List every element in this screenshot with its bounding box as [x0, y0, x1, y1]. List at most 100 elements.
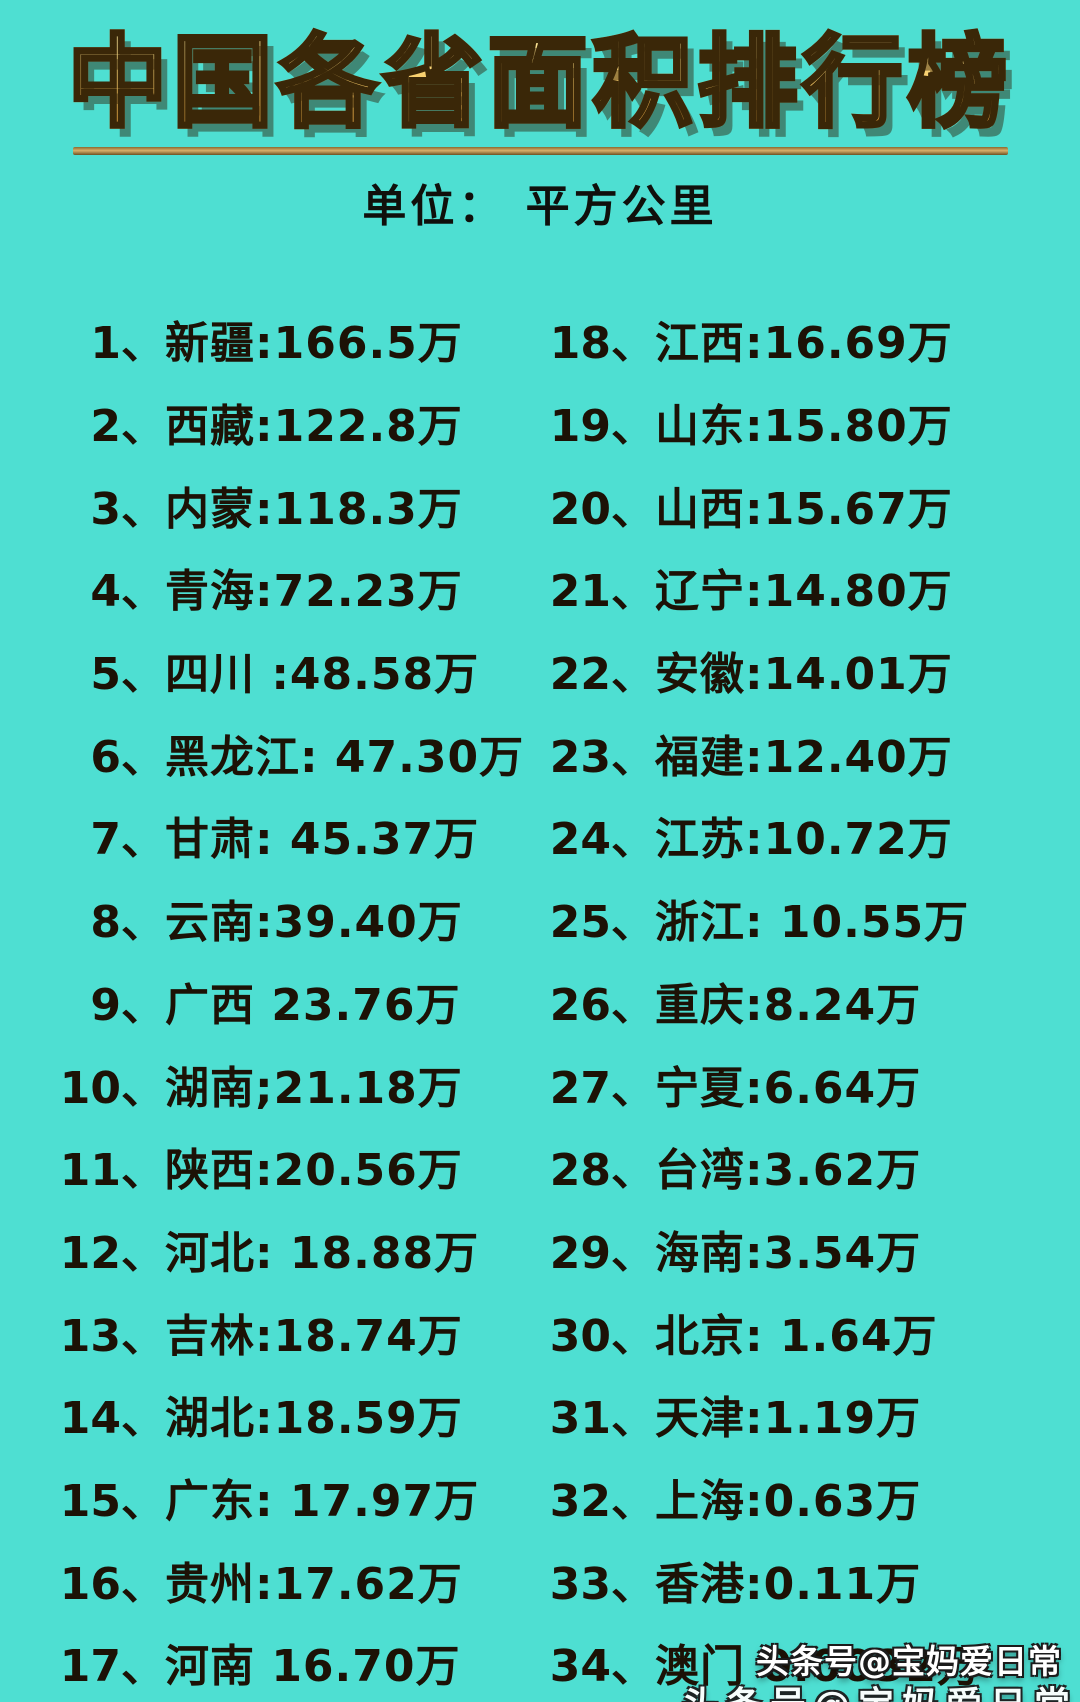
- rank-label: 23、: [549, 731, 655, 783]
- rank-label: 30、: [549, 1310, 655, 1362]
- province-area-text: 河南 16.70万: [165, 1641, 461, 1693]
- province-area-text: 陕西:20.56万: [165, 1145, 463, 1197]
- list-item: 12、 河北: 18.88万: [55, 1208, 540, 1291]
- rank-label: 4、: [90, 566, 165, 618]
- list-item: 3、 内蒙:118.3万: [55, 463, 540, 546]
- province-area-text: 浙江: 10.55万: [655, 897, 970, 949]
- list-item: 33、 香港:0.11万: [545, 1538, 1080, 1621]
- list-item: 29、 海南:3.54万: [545, 1208, 1080, 1291]
- province-area-text: 福建:12.40万: [655, 731, 953, 783]
- rank-label: 25、: [549, 897, 655, 949]
- province-area-text: 山西:15.67万: [655, 483, 953, 535]
- province-area-text: 云南:39.40万: [165, 897, 463, 949]
- ranking-column-left: 1、 新疆:166.5万 2、 西藏:122.8万 3、 内蒙:118.3万 4、 青海:72…: [0, 298, 540, 1702]
- page-title: 中国各省面积排行榜: [66, 22, 1013, 144]
- list-item: 4、 青海:72.23万: [55, 546, 540, 629]
- title-underline: [72, 147, 1008, 155]
- province-area-text: 澳门 0.0032万: [655, 1641, 983, 1693]
- province-area-text: 吉林:18.74万: [165, 1310, 463, 1362]
- list-item: 11、 陕西:20.56万: [55, 1125, 540, 1208]
- province-area-text: 湖南;21.18万: [165, 1062, 463, 1114]
- rank-label: 21、: [549, 566, 655, 618]
- rank-label: 17、: [59, 1641, 165, 1693]
- province-area-text: 北京: 1.64万: [655, 1310, 938, 1362]
- province-area-text: 甘肃: 45.37万: [165, 814, 480, 866]
- rank-label: 10、: [59, 1062, 165, 1114]
- ranking-column-right: 18、 江西:16.69万 19、 山东:15.80万 20、 山西:15.67万 21、辽…: [540, 298, 1080, 1702]
- list-item: 14、 湖北:18.59万: [55, 1373, 540, 1456]
- list-item: 25、 浙江: 10.55万: [545, 877, 1080, 960]
- ranking-list: 1、 新疆:166.5万 2、 西藏:122.8万 3、 内蒙:118.3万 4、 青海:72…: [0, 298, 1080, 1702]
- province-area-text: 内蒙:118.3万: [165, 483, 463, 535]
- province-area-text: 湖北:18.59万: [165, 1393, 463, 1445]
- list-item: 22、 安徽:14.01万: [545, 629, 1080, 712]
- list-item: 20、 山西:15.67万: [545, 463, 1080, 546]
- list-item: 27、 宁夏:6.64万: [545, 1042, 1080, 1125]
- province-area-text: 重庆:8.24万: [655, 979, 922, 1031]
- province-area-text: 山东:15.80万: [655, 401, 953, 453]
- rank-label: 22、: [549, 649, 655, 701]
- list-item: 26、 重庆:8.24万: [545, 960, 1080, 1043]
- province-area-text: 安徽:14.01万: [655, 649, 953, 701]
- rank-label: 31、: [549, 1393, 655, 1445]
- province-area-text: 广东: 17.97万: [165, 1475, 480, 1527]
- province-area-text: 天津:1.19万: [655, 1393, 922, 1445]
- province-area-text: 香港:0.11万: [655, 1558, 922, 1610]
- unit-note: 单位： 平方公里: [362, 181, 718, 232]
- province-area-text: 四川 :48.58万: [165, 649, 480, 701]
- province-area-text: 青海:72.23万: [165, 566, 463, 618]
- list-item: 21、 辽宁:14.80万: [545, 546, 1080, 629]
- province-area-text: 辽宁:14.80万: [655, 566, 953, 618]
- list-item: 16、 贵州:17.62万: [55, 1538, 540, 1621]
- province-area-text: 宁夏:6.64万: [655, 1062, 922, 1114]
- rank-label: 27、: [549, 1062, 655, 1114]
- rank-label: 15、: [59, 1475, 165, 1527]
- list-item: 6、 黑龙江: 47.30万: [55, 711, 540, 794]
- rank-label: 9、: [90, 979, 165, 1031]
- rank-label: 16、: [59, 1558, 165, 1610]
- list-item: 19、 山东:15.80万: [545, 381, 1080, 464]
- rank-label: 7、: [90, 814, 165, 866]
- list-item: 2、 西藏:122.8万: [55, 381, 540, 464]
- rank-label: 26、: [549, 979, 655, 1031]
- rank-label: 8、: [90, 897, 165, 949]
- province-area-text: 新疆:166.5万: [165, 318, 463, 370]
- rank-label: 18、: [549, 318, 655, 370]
- rank-label: 13、: [59, 1310, 165, 1362]
- list-item: 31、 天津:1.19万: [545, 1373, 1080, 1456]
- list-item: 5、 四川 :48.58万: [55, 629, 540, 712]
- list-item: 9、 广西 23.76万: [55, 960, 540, 1043]
- list-item: 23、 福建:12.40万: [545, 711, 1080, 794]
- list-item: 13、 吉林:18.74万: [55, 1290, 540, 1373]
- list-item: 15、 广东: 17.97万: [55, 1456, 540, 1539]
- rank-label: 19、: [549, 401, 655, 453]
- list-item: 24、 江苏:10.72万: [545, 794, 1080, 877]
- rank-label: 34、: [549, 1641, 655, 1693]
- province-area-text: 广西 23.76万: [165, 979, 461, 1031]
- watermark: 头条号@宝妈爱日常: [756, 1642, 1062, 1681]
- rank-label: 12、: [59, 1227, 165, 1279]
- rank-label: 3、: [90, 483, 165, 535]
- list-item: 28、 台湾:3.62万: [545, 1125, 1080, 1208]
- rank-label: 32、: [549, 1475, 655, 1527]
- rank-label: 6、: [90, 731, 165, 783]
- province-area-text: 黑龙江: 47.30万: [165, 731, 525, 783]
- list-item: 1、 新疆:166.5万: [55, 298, 540, 381]
- list-item: 10、 湖南;21.18万: [55, 1042, 540, 1125]
- header: 中国各省面积排行榜 单位： 平方公里: [0, 0, 1080, 234]
- rank-label: 28、: [549, 1145, 655, 1197]
- province-area-text: 河北: 18.88万: [165, 1227, 480, 1279]
- list-item: 7、 甘肃: 45.37万: [55, 794, 540, 877]
- list-item: 17、 河南 16.70万: [55, 1621, 540, 1702]
- province-area-text: 江苏:10.72万: [655, 814, 953, 866]
- province-area-text: 上海:0.63万: [655, 1475, 922, 1527]
- province-area-text: 西藏:122.8万: [165, 401, 463, 453]
- rank-label: 2、: [90, 401, 165, 453]
- watermark-partial: 头条号@宝妈爱日常: [682, 1676, 1078, 1702]
- province-area-text: 台湾:3.62万: [655, 1145, 922, 1197]
- list-item: 34、 澳门 0.0032万: [545, 1621, 1080, 1702]
- rank-label: 5、: [90, 649, 165, 701]
- list-item: 32、 上海:0.63万: [545, 1456, 1080, 1539]
- rank-label: 24、: [549, 814, 655, 866]
